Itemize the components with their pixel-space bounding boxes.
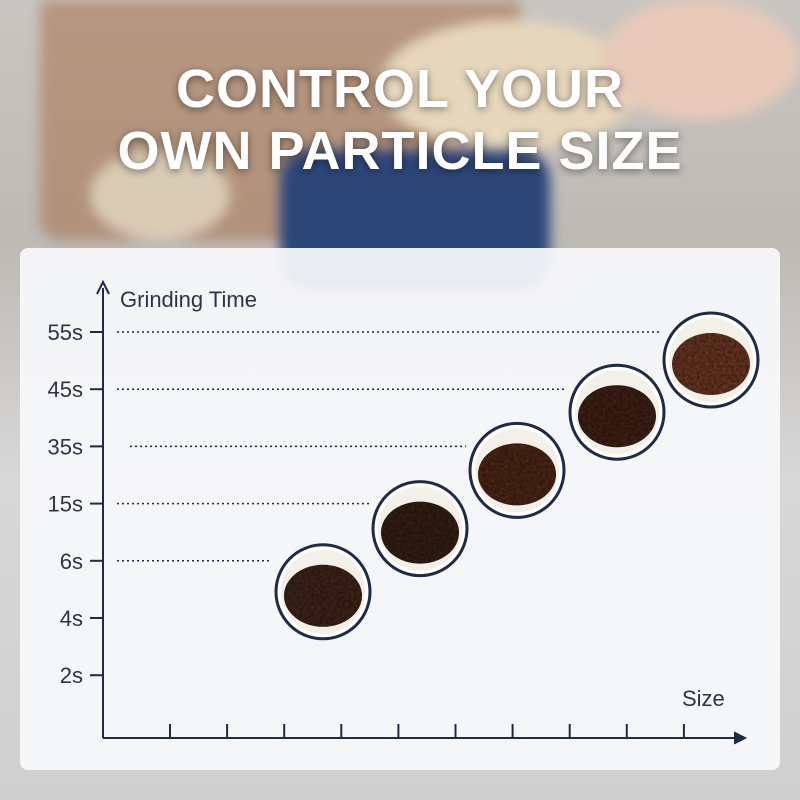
x-axis-arrow [733,731,748,745]
grounds-texture [284,564,362,627]
grounds-sample [371,480,469,578]
y-tick-label: 45s [48,377,83,402]
y-axis-arrow [96,279,110,295]
y-tick-label: 55s [48,320,83,345]
y-tick-label: 6s [60,549,83,574]
grounds-sample [662,311,760,409]
headline-line2: OWN PARTICLE SIZE [117,121,683,181]
y-axis-title: Grinding Time [120,287,257,312]
grounds-texture [672,333,750,395]
grounds-texture [381,501,459,564]
grounds-texture [578,385,656,448]
y-tick-label: 15s [48,492,83,517]
headline: CONTROL YOUR OWN PARTICLE SIZE [0,58,800,182]
grounds-texture [478,443,556,506]
grounds-sample [468,421,566,519]
y-tick-label: 4s [60,606,83,631]
y-tick-label: 35s [48,434,83,459]
headline-line1: CONTROL YOUR [175,59,625,119]
y-tick-label: 2s [60,663,83,688]
grounds-sample [568,363,666,461]
x-axis-title: Size [682,686,725,711]
grounds-sample [274,543,372,641]
